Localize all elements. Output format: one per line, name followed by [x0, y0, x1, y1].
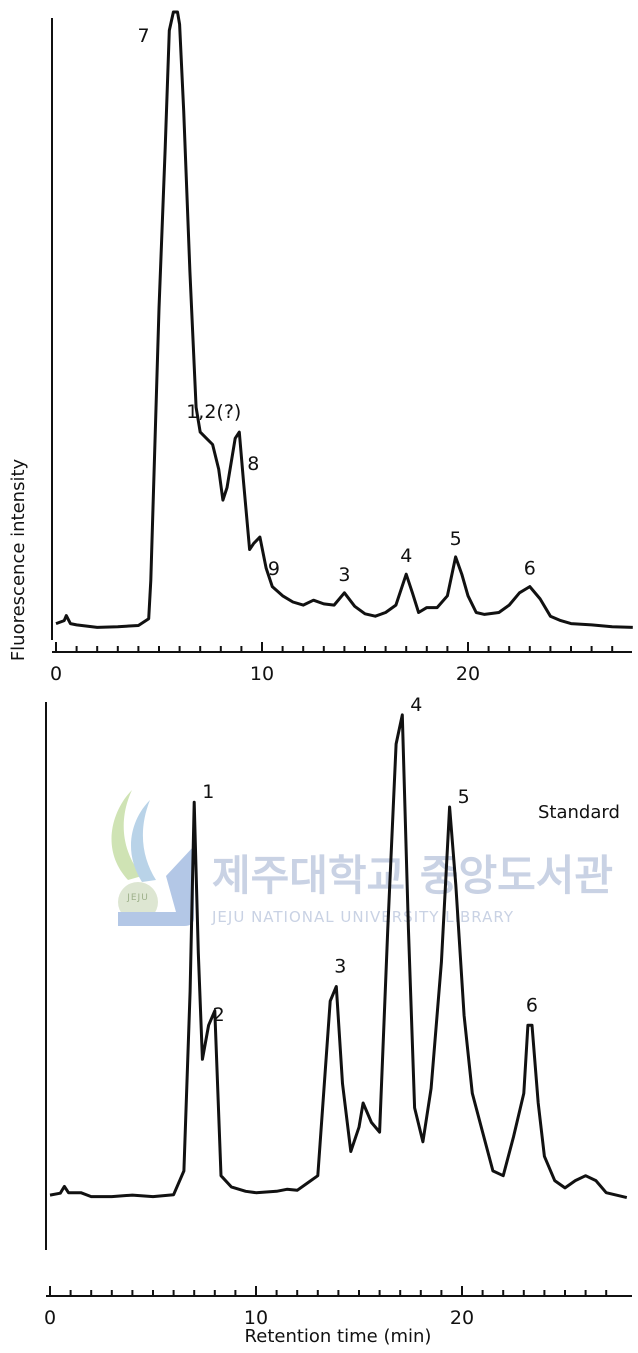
peak-label: 5	[450, 528, 462, 550]
peak-label: 4	[400, 545, 412, 567]
sample-chromatogram: 0 10 20 7 1,2(?) 8 9 3 4 5 6	[50, 10, 633, 685]
peak-label: 8	[247, 453, 259, 475]
x-tick-label: 20	[456, 663, 480, 685]
x-tick-label: 0	[44, 1307, 56, 1329]
watermark-korean-text: 제주대학교 중앙도서관	[212, 851, 613, 900]
watermark-english-text: JEJU NATIONAL UNIVERSITY LIBRARY	[211, 908, 514, 926]
x-tick-label: 10	[244, 1307, 268, 1329]
standard-chromatogram: 0 10 20 1 2 3 4 5 6 Standard Retention time (mi…	[44, 694, 632, 1347]
emblem-text: JEJU	[126, 893, 149, 903]
x-tick-label: 0	[50, 663, 62, 685]
peak-label: 6	[526, 994, 538, 1016]
peak-label: 3	[334, 956, 346, 978]
peak-label: 6	[524, 558, 536, 580]
y-axis-title: Fluorescence intensity	[8, 458, 29, 661]
peak-label: 1	[202, 781, 214, 803]
library-watermark: JEJU 제주대학교 중앙도서관 JEJU NATIONAL UNIVERSIT…	[111, 790, 613, 926]
chromatogram-trace	[55, 10, 633, 629]
standard-label: Standard	[538, 802, 620, 823]
peak-label: 7	[138, 25, 150, 47]
peak-label: 5	[458, 786, 470, 808]
peak-label: 4	[410, 694, 422, 716]
x-tick-label: 10	[250, 663, 274, 685]
library-emblem-icon: JEJU	[111, 790, 194, 926]
peak-label: 3	[338, 564, 350, 586]
peak-label: 2	[213, 1004, 225, 1026]
peak-label: 1,2(?)	[186, 401, 241, 423]
x-tick-label: 20	[450, 1307, 474, 1329]
x-axis-title: Retention time (min)	[245, 1326, 432, 1347]
peak-label: 9	[268, 558, 280, 580]
chromatogram-trace	[49, 713, 628, 1200]
